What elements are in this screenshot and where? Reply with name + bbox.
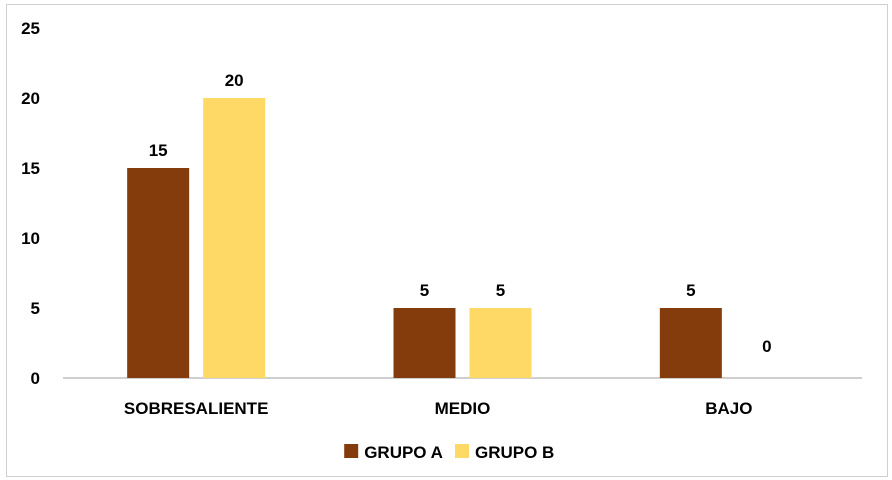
y-tick-label: 0	[31, 369, 40, 388]
data-label: 0	[762, 337, 771, 356]
legend-label: GRUPO B	[475, 443, 554, 462]
y-tick-label: 25	[21, 19, 40, 38]
data-label: 5	[686, 281, 695, 300]
y-tick-label: 10	[21, 229, 40, 248]
y-tick-label: 5	[31, 299, 40, 318]
bar-grupo-a-bajo	[659, 308, 722, 378]
data-label: 15	[149, 141, 168, 160]
legend-swatch	[344, 444, 359, 458]
data-label: 5	[420, 281, 429, 300]
bar-grupo-b-sobresaliente	[203, 98, 266, 378]
x-category-label: MEDIO	[435, 399, 491, 418]
legend-label: GRUPO A	[364, 443, 443, 462]
bar-grupo-a-medio	[393, 308, 456, 378]
y-tick-label: 15	[21, 159, 40, 178]
bar-grupo-b-medio	[469, 308, 532, 378]
bar-grupo-a-sobresaliente	[127, 168, 190, 378]
x-category-label: SOBRESALIENTE	[124, 399, 269, 418]
legend-swatch	[455, 444, 469, 458]
y-tick-label: 20	[21, 89, 40, 108]
data-label: 20	[225, 71, 244, 90]
data-label: 5	[496, 281, 505, 300]
x-category-label: BAJO	[705, 399, 752, 418]
